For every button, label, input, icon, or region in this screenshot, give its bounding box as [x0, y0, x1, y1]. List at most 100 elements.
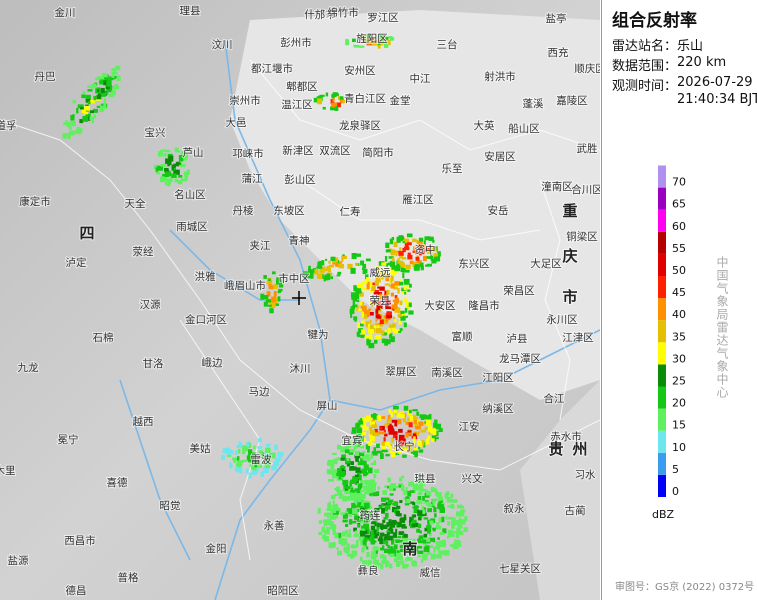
echo-cell	[428, 545, 434, 549]
echo-cell	[380, 330, 385, 335]
echo-cell	[415, 256, 420, 261]
echo-cell	[375, 279, 381, 283]
echo-cell	[256, 463, 263, 468]
echo-cell	[395, 528, 398, 534]
echo-cell	[426, 490, 430, 496]
echo-cell	[407, 496, 410, 501]
place-label: 习水	[575, 469, 596, 481]
echo-cell	[397, 288, 400, 294]
echo-cell	[266, 281, 271, 285]
place-label: 潼南区	[541, 180, 573, 193]
echo-cell	[357, 461, 362, 466]
echo-cell	[421, 484, 424, 490]
echo-cell	[355, 502, 361, 508]
echo-cell	[346, 458, 350, 461]
echo-cell	[359, 556, 363, 562]
color-band	[658, 187, 666, 210]
echo-cell	[328, 264, 335, 268]
place-label: 龙马潭区	[499, 352, 541, 365]
echo-cell	[336, 274, 341, 277]
echo-cell	[277, 290, 281, 294]
echo-cell	[394, 558, 399, 563]
echo-cell	[398, 331, 401, 334]
echo-cell	[424, 236, 431, 241]
echo-cell	[341, 454, 346, 461]
echo-cell	[393, 316, 396, 319]
echo-cell	[321, 260, 325, 266]
echo-cell	[361, 451, 366, 454]
echo-cell	[396, 553, 401, 558]
echo-cell	[384, 504, 391, 510]
echo-cell	[390, 283, 395, 289]
place-label: 大英	[474, 119, 495, 132]
echo-cell	[323, 520, 327, 527]
echo-cell	[376, 491, 380, 497]
echo-cell	[410, 547, 414, 552]
echo-cell	[456, 512, 463, 517]
echo-cell	[389, 527, 393, 532]
echo-cell	[323, 538, 330, 542]
echo-cell	[432, 240, 435, 243]
echo-cell	[96, 105, 101, 108]
echo-cell	[268, 283, 272, 289]
place-label: 泸县	[507, 333, 528, 345]
echo-cell	[338, 496, 345, 499]
echo-cell	[366, 283, 370, 290]
echo-cell	[393, 405, 399, 410]
echo-cell	[450, 499, 455, 502]
echo-cell	[325, 92, 329, 97]
echo-cell	[401, 448, 408, 452]
echo-cell	[355, 423, 359, 429]
echo-cell	[422, 539, 427, 544]
obs-time: 21:40:34 BJT	[677, 92, 757, 107]
basin	[230, 10, 600, 400]
echo-cell	[334, 493, 338, 497]
echo-cell	[264, 463, 270, 469]
echo-cell	[433, 506, 437, 513]
echo-cell	[423, 415, 430, 420]
echo-cell	[102, 75, 105, 80]
echo-cell	[416, 478, 421, 485]
echo-cell	[383, 517, 388, 520]
echo-cell	[273, 466, 277, 471]
echo-cell	[432, 429, 437, 435]
place-label: 新津区	[282, 144, 314, 157]
echo-cell	[377, 300, 382, 304]
echo-cell	[387, 544, 390, 549]
echo-cell	[325, 512, 332, 516]
echo-cell	[366, 339, 371, 346]
echo-cell	[389, 423, 392, 429]
echo-cell	[405, 301, 409, 306]
echo-cell	[380, 539, 386, 545]
echo-cell	[419, 245, 423, 252]
echo-cell	[383, 315, 387, 319]
echo-cell	[405, 433, 409, 438]
echo-cell	[351, 493, 357, 497]
echo-cell	[395, 510, 400, 517]
echo-cell	[399, 545, 403, 549]
echo-cell	[386, 314, 393, 319]
echo-cell	[426, 438, 430, 445]
echo-cell	[433, 537, 436, 543]
echo-cell	[332, 530, 337, 535]
echo-cell	[350, 312, 353, 318]
echo-cell	[260, 471, 265, 478]
echo-cell	[387, 560, 390, 564]
place-label: 彭山区	[284, 173, 316, 186]
place-label: 名山区	[174, 188, 206, 201]
echo-cell	[350, 485, 354, 489]
echo-cell	[383, 548, 390, 554]
echo-cell	[409, 516, 414, 522]
echo-cell	[381, 560, 388, 564]
echo-cell	[427, 528, 432, 533]
echo-cell	[179, 155, 184, 162]
echo-cell	[367, 457, 371, 461]
echo-cell	[388, 278, 391, 283]
echo-cell	[391, 253, 395, 256]
place-label: 道孚	[0, 119, 17, 132]
echo-cell	[354, 499, 357, 505]
color-band	[658, 386, 666, 409]
echo-cell	[278, 284, 284, 288]
echo-cell	[361, 483, 364, 487]
echo-cell	[326, 515, 330, 519]
